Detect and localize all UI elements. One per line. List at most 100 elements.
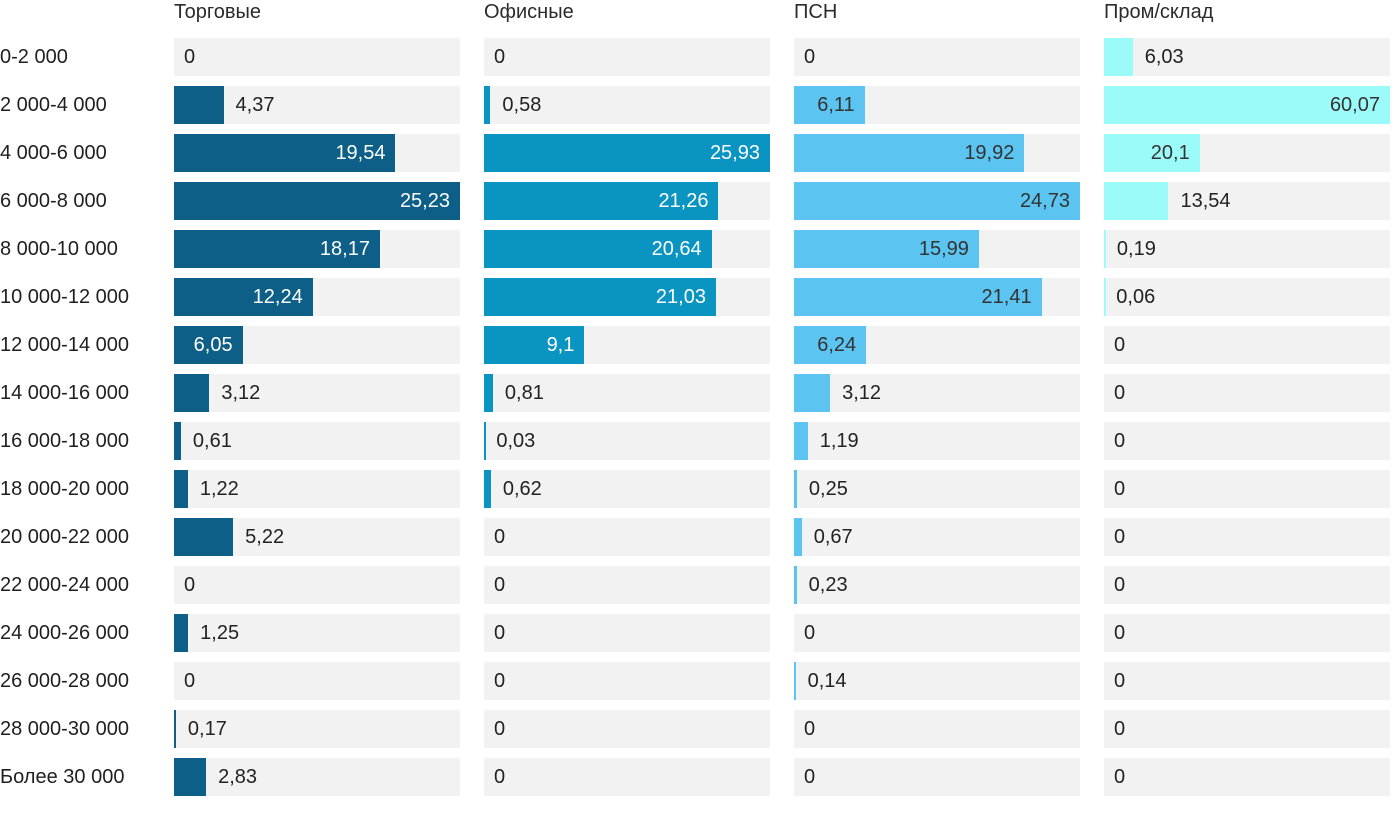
bar-track: 0 xyxy=(484,614,770,652)
bar xyxy=(1104,182,1169,220)
column-header-3: ПСН xyxy=(794,1,838,23)
bar-track: 0,23 xyxy=(794,566,1080,604)
row-label: 0-2 000 xyxy=(0,45,68,68)
row-label: 18 000-20 000 xyxy=(0,477,130,500)
row-label: Более 30 000 xyxy=(0,765,125,788)
bar-value-label: 1,22 xyxy=(199,477,239,500)
bar xyxy=(174,758,207,796)
bar-track: 12,24 xyxy=(174,278,460,316)
bar-track: 21,41 xyxy=(794,278,1080,316)
bar-value-label: 20,1 xyxy=(1150,141,1190,164)
bar-track: 0 xyxy=(1104,566,1390,604)
row-label: 26 000-28 000 xyxy=(0,669,130,692)
row-label: 24 000-26 000 xyxy=(0,621,130,644)
bar-track: 9,1 xyxy=(484,326,770,364)
bar-value-label: 12,24 xyxy=(252,285,303,308)
bar-value-label: 1,19 xyxy=(819,429,859,452)
bar-value-label: 3,12 xyxy=(842,381,882,404)
bar-track: 0 xyxy=(1104,422,1390,460)
bar-track: 20,1 xyxy=(1104,134,1390,172)
bar-value-label: 6,24 xyxy=(817,333,857,356)
bar-value-label: 0 xyxy=(494,621,506,644)
bar-value-label: 6,11 xyxy=(817,93,855,116)
bar xyxy=(174,134,396,172)
bar-value-label: 0 xyxy=(184,45,196,68)
bar-track: 0,17 xyxy=(174,710,460,748)
bar-value-label: 0,61 xyxy=(192,429,232,452)
bar-value-label: 0 xyxy=(1114,573,1126,596)
bar-value-label: 0 xyxy=(1114,669,1126,692)
bar-track: 4,37 xyxy=(174,86,460,124)
bar xyxy=(1104,134,1200,172)
bar xyxy=(484,278,716,316)
bar xyxy=(794,662,796,700)
bar xyxy=(174,614,189,652)
bar-track: 1,19 xyxy=(794,422,1080,460)
column-header-2: Офисные xyxy=(484,1,574,23)
row-label: 6 000-8 000 xyxy=(0,189,107,212)
bar-track: 0 xyxy=(484,662,770,700)
bar-value-label: 6,05 xyxy=(193,333,233,356)
row-label: 14 000-16 000 xyxy=(0,381,130,404)
bar xyxy=(794,86,865,124)
bar-value-label: 9,1 xyxy=(546,333,575,356)
bar-track: 0 xyxy=(1104,614,1390,652)
bar-track: 6,24 xyxy=(794,326,1080,364)
bar-track: 1,22 xyxy=(174,470,460,508)
bar-track: 0,19 xyxy=(1104,230,1390,268)
bar-value-label: 0 xyxy=(1114,429,1126,452)
bar-value-label: 0,19 xyxy=(1116,237,1156,260)
row-label: 22 000-24 000 xyxy=(0,573,130,596)
bar-track: 21,03 xyxy=(484,278,770,316)
bar-track: 6,11 xyxy=(794,86,1080,124)
bar-value-label: 0 xyxy=(184,669,196,692)
bar-value-label: 0 xyxy=(804,765,816,788)
bar-track: 0,61 xyxy=(174,422,460,460)
bar xyxy=(794,374,831,412)
bar-value-label: 5,22 xyxy=(245,525,285,548)
bar-track: 0 xyxy=(174,566,460,604)
bar xyxy=(174,422,181,460)
bar xyxy=(174,182,460,220)
row-label: 10 000-12 000 xyxy=(0,285,130,308)
row-label: 28 000-30 000 xyxy=(0,717,130,740)
bar-track: 19,92 xyxy=(794,134,1080,172)
column-header-4: Пром/склад xyxy=(1104,1,1214,23)
bar-track: 15,99 xyxy=(794,230,1080,268)
bar xyxy=(484,470,491,508)
bar-track: 2,83 xyxy=(174,758,460,796)
bar-track: 0 xyxy=(484,758,770,796)
bar-track: 0,14 xyxy=(794,662,1080,700)
bar-value-label: 19,54 xyxy=(335,141,386,164)
row-label: 16 000-18 000 xyxy=(0,429,130,452)
bar-value-label: 0,23 xyxy=(808,573,848,596)
bar-track: 0 xyxy=(484,710,770,748)
bar-value-label: 0 xyxy=(804,621,816,644)
bar-track: 0 xyxy=(484,38,770,76)
bar xyxy=(1104,278,1106,316)
chart-corner-spacer xyxy=(0,0,150,28)
bar xyxy=(484,422,486,460)
bar-track: 60,07 xyxy=(1104,86,1390,124)
bar-value-label: 0 xyxy=(494,717,506,740)
bar-value-label: 0,58 xyxy=(502,93,542,116)
bar-value-label: 0 xyxy=(1114,477,1126,500)
bar xyxy=(1104,230,1106,268)
bar xyxy=(174,230,380,268)
bar-track: 18,17 xyxy=(174,230,460,268)
bar xyxy=(174,86,224,124)
row-label: 2 000-4 000 xyxy=(0,93,107,116)
row-label: 8 000-10 000 xyxy=(0,237,118,260)
bar xyxy=(174,470,188,508)
bar-value-label: 0,14 xyxy=(807,669,847,692)
bar-track: 3,12 xyxy=(794,374,1080,412)
bar xyxy=(484,182,719,220)
bar-value-label: 21,03 xyxy=(655,285,706,308)
bar-track: 0,25 xyxy=(794,470,1080,508)
bar xyxy=(794,422,808,460)
bar-value-label: 0 xyxy=(184,573,196,596)
bar-track: 1,25 xyxy=(174,614,460,652)
bar-value-label: 60,07 xyxy=(1329,93,1380,116)
row-label: 12 000-14 000 xyxy=(0,333,130,356)
bar-value-label: 0,03 xyxy=(496,429,536,452)
